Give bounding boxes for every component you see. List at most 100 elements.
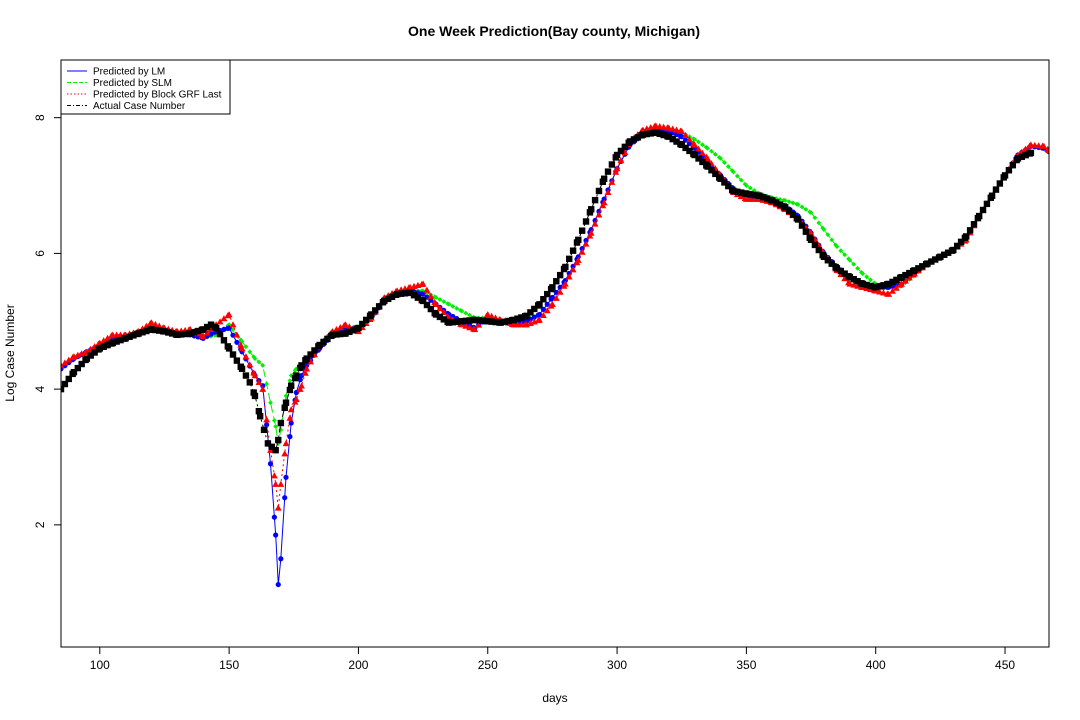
data-point bbox=[730, 187, 737, 195]
data-point bbox=[634, 134, 641, 141]
data-point bbox=[270, 472, 278, 479]
y-tick-label: 6 bbox=[33, 250, 47, 257]
data-point bbox=[459, 308, 465, 314]
data-point bbox=[704, 154, 711, 162]
x-tick-label: 400 bbox=[866, 658, 886, 672]
data-point bbox=[91, 349, 98, 356]
data-point bbox=[794, 216, 802, 223]
data-point bbox=[458, 318, 466, 325]
data-point bbox=[717, 175, 724, 182]
data-point bbox=[595, 211, 603, 218]
data-point bbox=[695, 145, 702, 152]
chart-title: One Week Prediction(Bay county, Michigan… bbox=[408, 23, 700, 39]
data-point bbox=[288, 420, 294, 426]
data-point bbox=[225, 345, 233, 352]
data-point bbox=[445, 319, 453, 326]
data-point bbox=[199, 332, 207, 339]
x-tick-label: 200 bbox=[348, 658, 368, 672]
data-point bbox=[200, 326, 207, 333]
data-point bbox=[316, 341, 323, 349]
x-tick-label: 250 bbox=[478, 658, 498, 672]
data-point bbox=[282, 495, 288, 501]
data-point bbox=[251, 372, 259, 379]
data-point bbox=[1027, 149, 1035, 157]
data-point bbox=[781, 204, 789, 211]
data-point bbox=[737, 193, 745, 200]
data-point bbox=[436, 304, 444, 312]
data-point bbox=[423, 286, 431, 293]
data-point bbox=[273, 532, 279, 538]
data-point bbox=[905, 274, 913, 281]
data-point bbox=[850, 281, 858, 288]
data-point bbox=[1022, 151, 1029, 159]
data-point bbox=[582, 218, 590, 225]
data-point bbox=[355, 324, 362, 332]
data-point bbox=[178, 331, 185, 338]
data-point bbox=[277, 480, 285, 487]
data-point bbox=[549, 300, 556, 308]
data-point bbox=[523, 312, 530, 320]
data-point bbox=[303, 355, 310, 362]
data-point bbox=[61, 380, 69, 388]
data-point bbox=[234, 339, 240, 345]
data-point bbox=[660, 131, 667, 139]
data-point bbox=[776, 201, 784, 208]
data-point bbox=[705, 145, 710, 151]
data-point bbox=[449, 319, 457, 326]
data-point bbox=[738, 177, 744, 183]
plot-area bbox=[61, 122, 1049, 588]
data-point bbox=[604, 188, 612, 196]
data-point bbox=[772, 199, 780, 206]
data-point bbox=[273, 424, 279, 429]
data-point bbox=[846, 273, 854, 281]
data-point bbox=[238, 345, 246, 352]
data-point bbox=[375, 303, 383, 310]
data-point bbox=[484, 311, 492, 318]
data-point bbox=[229, 321, 237, 328]
data-point bbox=[475, 321, 483, 328]
data-point bbox=[61, 385, 65, 393]
data-point bbox=[540, 296, 547, 303]
data-point bbox=[722, 160, 727, 165]
data-point bbox=[699, 149, 706, 156]
data-point bbox=[876, 288, 883, 295]
data-point bbox=[682, 131, 690, 139]
data-point bbox=[362, 316, 370, 324]
data-point bbox=[428, 297, 434, 303]
data-point bbox=[282, 399, 290, 406]
data-point bbox=[436, 313, 444, 321]
data-point bbox=[275, 581, 281, 588]
data-point bbox=[816, 220, 822, 226]
data-point bbox=[604, 168, 612, 175]
data-point bbox=[174, 331, 181, 339]
data-point bbox=[785, 207, 793, 215]
data-point bbox=[621, 143, 629, 151]
data-point bbox=[207, 325, 215, 332]
data-point bbox=[889, 278, 896, 286]
y-tick-label: 4 bbox=[33, 385, 47, 392]
data-point bbox=[880, 289, 887, 296]
data-point bbox=[859, 280, 866, 288]
data-point bbox=[466, 324, 474, 331]
data-point bbox=[549, 284, 556, 291]
data-point bbox=[678, 141, 685, 149]
data-point bbox=[87, 352, 94, 359]
data-point bbox=[612, 168, 620, 175]
data-point bbox=[65, 375, 72, 383]
data-point bbox=[220, 337, 228, 344]
data-point bbox=[851, 261, 857, 267]
data-point bbox=[841, 275, 849, 282]
data-point bbox=[691, 151, 698, 159]
data-point bbox=[216, 318, 224, 325]
data-point bbox=[734, 188, 741, 195]
data-point bbox=[484, 318, 491, 325]
data-point bbox=[255, 407, 263, 415]
data-point bbox=[863, 281, 870, 289]
data-point bbox=[587, 229, 595, 236]
data-point bbox=[190, 329, 198, 336]
data-point bbox=[591, 220, 599, 227]
data-point bbox=[440, 309, 448, 316]
data-point bbox=[906, 269, 913, 277]
data-point bbox=[682, 144, 689, 152]
data-point bbox=[394, 290, 401, 298]
